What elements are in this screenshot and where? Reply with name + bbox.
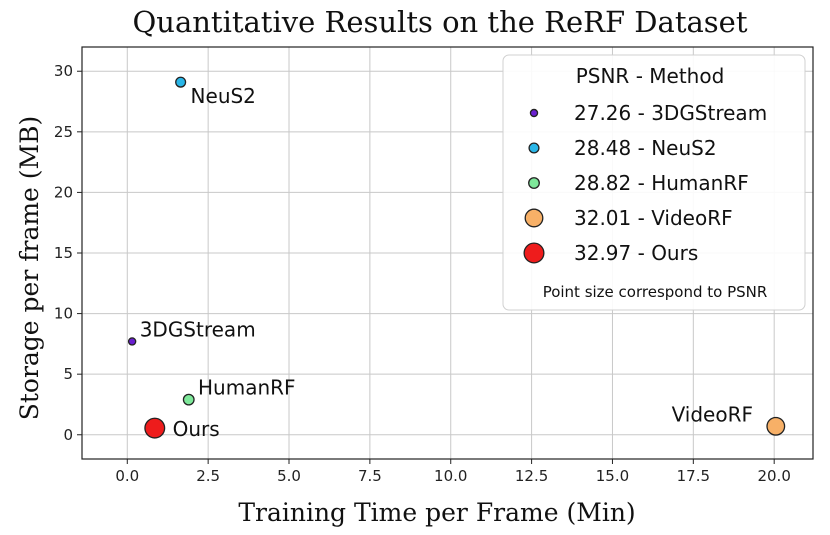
y-tick-label: 0 xyxy=(63,426,73,444)
point-humanrf xyxy=(182,393,195,406)
x-tick-label: 20.0 xyxy=(757,467,790,485)
y-axis-label: Storage per frame (MB) xyxy=(15,116,44,421)
point-label-ours: Ours xyxy=(173,417,220,441)
legend-entry-neus2: 28.48 - NeuS2 xyxy=(574,136,717,160)
point-label-videorf: VideoRF xyxy=(672,402,753,426)
legend-entry-3dgstream: 27.26 - 3DGStream xyxy=(574,101,767,125)
legend-title: PSNR - Method xyxy=(576,64,725,88)
x-tick-label: 5.0 xyxy=(277,467,301,485)
point-neus2 xyxy=(175,76,187,88)
data-points xyxy=(127,76,786,439)
legend-marker-videorf xyxy=(524,208,544,228)
x-tick-label: 7.5 xyxy=(358,467,382,485)
point-label-3dgstream: 3DGStream xyxy=(140,317,256,341)
legend-entry-ours: 32.97 - Ours xyxy=(574,241,698,265)
point-label-neus2: NeuS2 xyxy=(191,84,256,108)
x-tick-label: 12.5 xyxy=(515,467,548,485)
legend-marker-ours xyxy=(523,242,545,264)
legend-marker-3dgstream xyxy=(529,108,539,118)
y-tick-label: 25 xyxy=(54,123,73,141)
chart-title: Quantitative Results on the ReRF Dataset xyxy=(133,5,748,39)
legend-marker-humanrf xyxy=(528,177,540,189)
legend-entry-humanrf: 28.82 - HumanRF xyxy=(574,171,749,195)
legend-entry-videorf: 32.01 - VideoRF xyxy=(574,206,733,230)
legend-note: Point size correspond to PSNR xyxy=(543,283,768,301)
point-labels: 3DGStream NeuS2 HumanRF VideoRF Ours xyxy=(140,84,753,441)
point-ours xyxy=(144,417,166,439)
y-tick-label: 15 xyxy=(54,244,73,262)
y-tick-label: 30 xyxy=(54,62,73,80)
axis-ticks: 0.0 2.5 5.0 7.5 10.0 12.5 15.0 17.5 20.0 0 5 10 15 20… xyxy=(54,62,791,485)
x-tick-label: 17.5 xyxy=(677,467,710,485)
x-tick-label: 0.0 xyxy=(115,467,139,485)
y-tick-label: 20 xyxy=(54,183,73,201)
point-label-humanrf: HumanRF xyxy=(198,376,296,400)
point-videorf xyxy=(766,416,786,436)
legend-marker-neus2 xyxy=(528,142,540,154)
legend: PSNR - Method 27.26 - 3DGStream 28.48 - N… xyxy=(502,54,806,311)
x-tick-label: 15.0 xyxy=(596,467,629,485)
y-tick-label: 5 xyxy=(63,365,73,383)
point-3dgstream xyxy=(127,337,137,346)
x-tick-label: 10.0 xyxy=(434,467,467,485)
x-tick-label: 2.5 xyxy=(196,467,220,485)
x-axis-label: Training Time per Frame (Min) xyxy=(238,498,635,527)
y-tick-label: 10 xyxy=(54,305,73,323)
legend-box xyxy=(502,54,806,311)
